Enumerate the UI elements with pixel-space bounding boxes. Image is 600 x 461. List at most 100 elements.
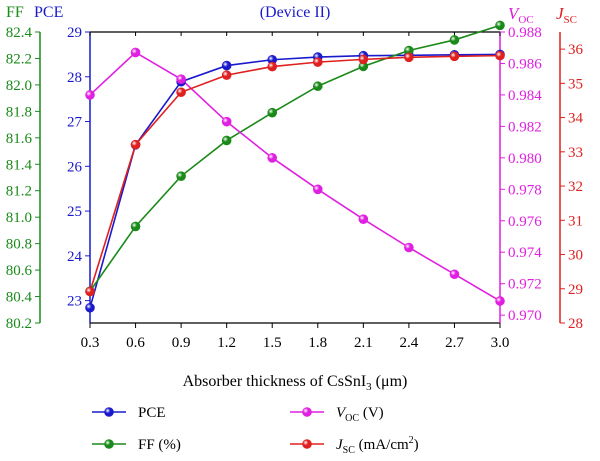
series-lines bbox=[89, 24, 501, 308]
pce-tick-label: 28 bbox=[67, 70, 82, 86]
voc-data-point bbox=[358, 214, 369, 224]
ff-tick-label: 81.4 bbox=[6, 157, 33, 173]
voc-data-point bbox=[85, 90, 95, 100]
pce-tick-label: 23 bbox=[67, 294, 82, 310]
chart-title: (Device II) bbox=[260, 4, 331, 21]
pce-legend-label: PCE bbox=[138, 405, 166, 421]
axis-labels: 0.3 0.6 0.9 1.2 1.5 1.8 2.1 2.4 2.7 3.0 80.2 80.4 80… bbox=[6, 4, 584, 393]
jsc-tick-label: 28 bbox=[568, 316, 583, 332]
voc-tick-label: 0.984 bbox=[508, 88, 542, 104]
pce-tick-label: 25 bbox=[67, 204, 82, 220]
ff-data-point bbox=[312, 81, 323, 92]
jsc-data-point bbox=[495, 50, 505, 61]
ff-data-point bbox=[267, 107, 278, 118]
voc-tick-label: 0.976 bbox=[508, 214, 542, 230]
legend: PCE FF (%) VOC (V) JSC (mA/cm2) bbox=[92, 405, 419, 456]
ff-data-point bbox=[130, 221, 141, 232]
jsc-tick-label: 34 bbox=[568, 111, 584, 127]
x-tick-label: 0.9 bbox=[172, 335, 191, 351]
ff-data-point bbox=[221, 135, 232, 146]
jsc-data-point bbox=[85, 286, 95, 297]
jsc-data-point bbox=[358, 54, 369, 65]
ff-tick-label: 82.0 bbox=[6, 78, 32, 94]
voc-data-point bbox=[267, 153, 278, 163]
voc-data-point bbox=[130, 47, 141, 58]
x-tick-label: 0.3 bbox=[81, 335, 100, 351]
voc-data-point bbox=[495, 296, 505, 306]
voc-tick-label: 0.980 bbox=[508, 151, 542, 167]
voc-tick-label: 0.986 bbox=[508, 56, 542, 72]
voc-data-point bbox=[312, 184, 323, 195]
x-tick-label: 2.1 bbox=[354, 335, 373, 351]
ff-data-point bbox=[495, 20, 505, 31]
jsc-data-point bbox=[404, 52, 414, 63]
ff-axis-title: FF bbox=[6, 4, 24, 21]
jsc-data-point bbox=[267, 61, 278, 72]
voc-tick-label: 0.988 bbox=[508, 25, 542, 41]
jsc-data-point bbox=[221, 70, 232, 80]
x-tick-label: 2.4 bbox=[400, 335, 419, 351]
voc-series-line bbox=[89, 51, 501, 302]
ff-tick-label: 80.8 bbox=[6, 237, 32, 253]
jsc-tick-label: 36 bbox=[568, 42, 584, 58]
x-tick-label: 1.2 bbox=[217, 335, 236, 351]
x-axis-label: Absorber thickness of CsSnI3 (μm) bbox=[183, 373, 408, 393]
jsc-legend-label: JSC (mA/cm2) bbox=[336, 435, 419, 456]
x-tick-label: 2.7 bbox=[445, 335, 464, 351]
jsc-series-line bbox=[89, 54, 501, 292]
ff-data-point bbox=[176, 171, 186, 181]
ff-tick-label: 80.6 bbox=[6, 263, 33, 279]
pce-data-point bbox=[85, 302, 95, 313]
ff-tick-label: 82.4 bbox=[6, 25, 33, 41]
ff-tick-label: 81.6 bbox=[6, 131, 33, 147]
pce-tick-label: 29 bbox=[67, 25, 82, 41]
jsc-tick-label: 30 bbox=[568, 248, 583, 264]
axes-group bbox=[35, 31, 565, 328]
jsc-data-point bbox=[449, 51, 460, 62]
ff-data-point bbox=[449, 35, 460, 45]
pce-axis-title: PCE bbox=[34, 4, 63, 21]
x-tick-label: 1.5 bbox=[263, 335, 282, 351]
voc-tick-label: 0.974 bbox=[508, 245, 542, 261]
x-tick-label: 1.8 bbox=[308, 335, 327, 351]
x-tick-label: 0.6 bbox=[126, 335, 145, 351]
ff-legend-label: FF (%) bbox=[138, 437, 181, 453]
pce-tick-label: 24 bbox=[67, 249, 83, 265]
jsc-tick-label: 31 bbox=[568, 213, 583, 229]
jsc-tick-label: 29 bbox=[568, 282, 583, 298]
voc-legend-label: VOC (V) bbox=[336, 405, 384, 424]
voc-data-point bbox=[176, 74, 186, 84]
voc-tick-label: 0.970 bbox=[508, 308, 542, 324]
series-points bbox=[85, 20, 505, 313]
ff-tick-label: 80.2 bbox=[6, 316, 32, 332]
ff-series-line bbox=[89, 24, 501, 292]
x-tick-label: 3.0 bbox=[491, 335, 510, 351]
ff-tick-label: 82.2 bbox=[6, 51, 32, 67]
jsc-data-point bbox=[312, 57, 323, 67]
voc-legend-marker bbox=[302, 407, 312, 417]
ff-tick-label: 81.8 bbox=[6, 104, 32, 120]
ff-tick-label: 80.4 bbox=[6, 290, 33, 306]
jsc-legend-marker bbox=[302, 439, 312, 449]
voc-axis-title: VOC bbox=[508, 4, 534, 26]
ff-tick-label: 81.0 bbox=[6, 210, 32, 226]
ff-legend-marker bbox=[104, 439, 114, 449]
pce-tick-label: 27 bbox=[67, 115, 83, 131]
voc-data-point bbox=[449, 269, 460, 280]
jsc-tick-label: 33 bbox=[568, 145, 583, 161]
pce-tick-label: 26 bbox=[67, 159, 83, 175]
jsc-tick-label: 35 bbox=[568, 76, 583, 92]
voc-tick-label: 0.978 bbox=[508, 182, 542, 198]
jsc-tick-label: 32 bbox=[568, 179, 583, 195]
jsc-data-point bbox=[176, 87, 186, 98]
pce-legend-marker bbox=[104, 407, 114, 417]
voc-tick-label: 0.972 bbox=[508, 277, 542, 293]
ff-tick-label: 81.2 bbox=[6, 184, 32, 200]
jsc-axis-title: JSC bbox=[556, 4, 577, 26]
voc-tick-label: 0.982 bbox=[508, 119, 542, 135]
jsc-data-point bbox=[130, 139, 141, 150]
voc-data-point bbox=[221, 116, 232, 127]
voc-data-point bbox=[404, 242, 414, 253]
pce-series-line bbox=[89, 53, 501, 308]
